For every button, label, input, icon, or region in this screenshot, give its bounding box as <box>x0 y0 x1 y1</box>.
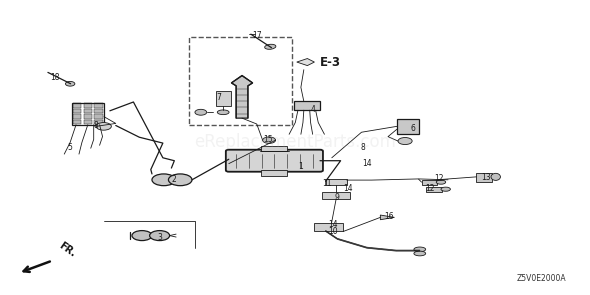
Text: 14: 14 <box>343 183 353 193</box>
Ellipse shape <box>441 187 450 191</box>
Ellipse shape <box>265 44 276 49</box>
Ellipse shape <box>152 174 175 186</box>
Text: 5: 5 <box>68 143 73 152</box>
Ellipse shape <box>195 109 206 115</box>
Bar <box>322 192 350 199</box>
Text: eReplacementParts.com: eReplacementParts.com <box>194 133 396 151</box>
Text: 10: 10 <box>329 227 338 236</box>
Bar <box>84 120 92 124</box>
Text: 4: 4 <box>310 105 315 114</box>
Bar <box>421 180 437 185</box>
Polygon shape <box>231 76 253 118</box>
Bar <box>73 120 81 124</box>
Ellipse shape <box>169 174 192 186</box>
Text: 9: 9 <box>335 193 340 202</box>
Ellipse shape <box>263 137 276 143</box>
Bar <box>476 173 491 182</box>
Text: Z5V0E2000A: Z5V0E2000A <box>516 273 566 283</box>
Text: 12: 12 <box>425 184 435 193</box>
Text: 15: 15 <box>264 135 273 144</box>
Text: 14: 14 <box>362 158 372 168</box>
Text: 17: 17 <box>252 32 261 40</box>
Text: 6: 6 <box>410 124 415 133</box>
Bar <box>84 103 92 108</box>
Bar <box>84 109 92 113</box>
Bar <box>94 109 103 113</box>
Text: 13: 13 <box>481 173 491 182</box>
Text: 7: 7 <box>216 93 221 102</box>
Bar <box>84 114 92 119</box>
Bar <box>314 223 343 232</box>
Ellipse shape <box>96 122 112 130</box>
Bar <box>73 114 81 119</box>
Text: 14: 14 <box>329 220 338 229</box>
Text: 11: 11 <box>323 179 332 188</box>
Ellipse shape <box>414 247 425 252</box>
Text: 3: 3 <box>157 232 162 242</box>
Ellipse shape <box>414 251 425 256</box>
Ellipse shape <box>398 137 412 145</box>
Ellipse shape <box>436 180 445 184</box>
Text: 8: 8 <box>94 121 99 130</box>
FancyBboxPatch shape <box>226 150 323 172</box>
Ellipse shape <box>65 81 75 86</box>
Text: 2: 2 <box>172 175 177 184</box>
Text: 18: 18 <box>50 73 60 81</box>
Bar <box>94 114 103 119</box>
Bar <box>294 101 320 110</box>
Bar <box>94 103 103 108</box>
Text: 16: 16 <box>384 212 394 221</box>
Ellipse shape <box>491 173 500 180</box>
Ellipse shape <box>217 110 229 115</box>
Bar <box>189 37 292 125</box>
Bar <box>326 179 347 185</box>
Text: E-3: E-3 <box>320 55 341 68</box>
Bar <box>94 120 103 124</box>
Bar <box>73 109 81 113</box>
Polygon shape <box>297 58 314 65</box>
Text: 8: 8 <box>361 143 366 152</box>
Bar <box>397 119 419 134</box>
Text: FR.: FR. <box>57 240 78 259</box>
Bar <box>261 170 287 176</box>
Bar <box>71 103 104 125</box>
Text: 1: 1 <box>299 162 303 171</box>
Ellipse shape <box>150 231 170 241</box>
Ellipse shape <box>132 231 152 241</box>
Bar <box>261 146 287 151</box>
Bar <box>215 91 231 106</box>
Polygon shape <box>381 215 395 220</box>
Text: 12: 12 <box>434 174 444 183</box>
Bar <box>73 103 81 108</box>
Bar <box>426 187 441 192</box>
